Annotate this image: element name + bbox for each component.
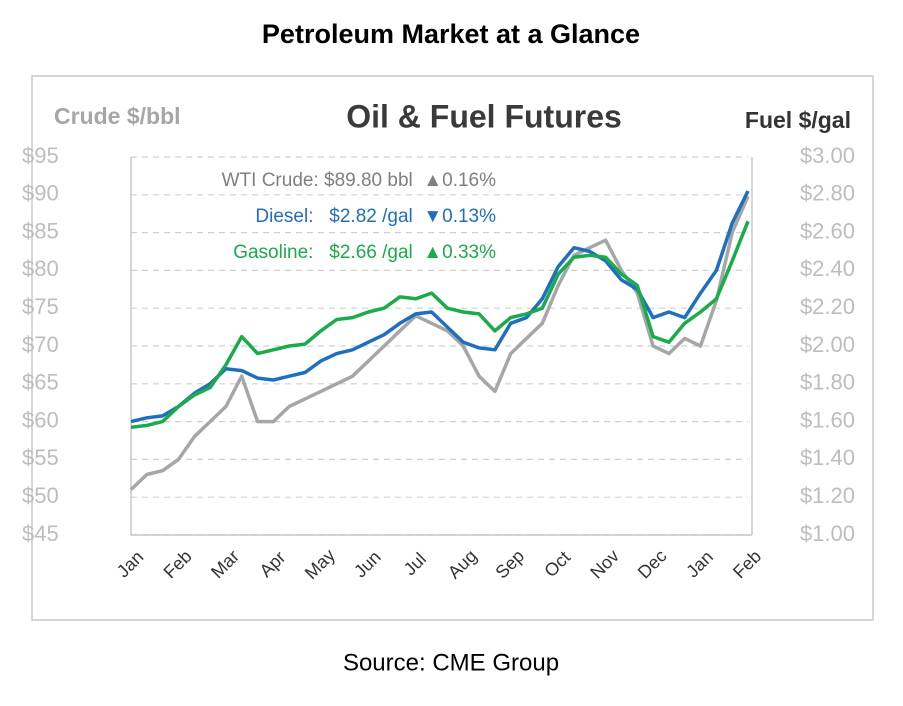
page-title: Petroleum Market at a Glance — [262, 19, 640, 49]
y2-axis-label: Fuel $/gal — [745, 107, 851, 133]
y2-tick-label: $2.40 — [800, 256, 855, 281]
annotation: WTI Crude: $89.80 bbl ▲0.16% — [222, 170, 496, 191]
y-axis-label: Crude $/bbl — [54, 103, 181, 129]
y-tick-label: $95 — [22, 143, 59, 168]
y2-tick-label: $2.80 — [800, 181, 855, 206]
source: Source: CME Group — [343, 649, 559, 676]
series-line — [130, 190, 750, 424]
y2-tick-label: $2.00 — [800, 332, 855, 357]
y-tick-label: $65 — [22, 370, 59, 395]
y-tick-label: $70 — [22, 332, 59, 357]
y2-tick-label: $1.80 — [800, 370, 855, 395]
y-tick-label: $90 — [22, 181, 59, 206]
annotation: Gasoline: $2.66 /gal ▲0.33% — [233, 242, 496, 263]
series-line — [130, 220, 750, 430]
y-tick-label: $80 — [22, 256, 59, 281]
y-tick-label: $55 — [22, 445, 59, 470]
y2-tick-label: $1.20 — [800, 483, 855, 508]
y-tick-label: $60 — [22, 407, 59, 432]
y-tick-label: $85 — [22, 218, 59, 243]
series-line — [129, 195, 750, 491]
y-tick-label: $45 — [22, 521, 59, 546]
y-tick-label: $50 — [22, 483, 59, 508]
y2-tick-label: $1.60 — [800, 407, 855, 432]
y2-tick-label: $1.00 — [800, 521, 855, 546]
y2-tick-label: $1.40 — [800, 445, 855, 470]
y-tick-label: $75 — [22, 294, 59, 319]
y2-tick-label: $2.60 — [800, 218, 855, 243]
chart-frame — [31, 75, 874, 621]
y2-tick-label: $3.00 — [800, 143, 855, 168]
annotation: Diesel: $2.82 /gal ▼0.13% — [255, 206, 496, 227]
chart-title: Oil & Fuel Futures — [346, 98, 622, 134]
y2-tick-label: $2.20 — [800, 294, 855, 319]
